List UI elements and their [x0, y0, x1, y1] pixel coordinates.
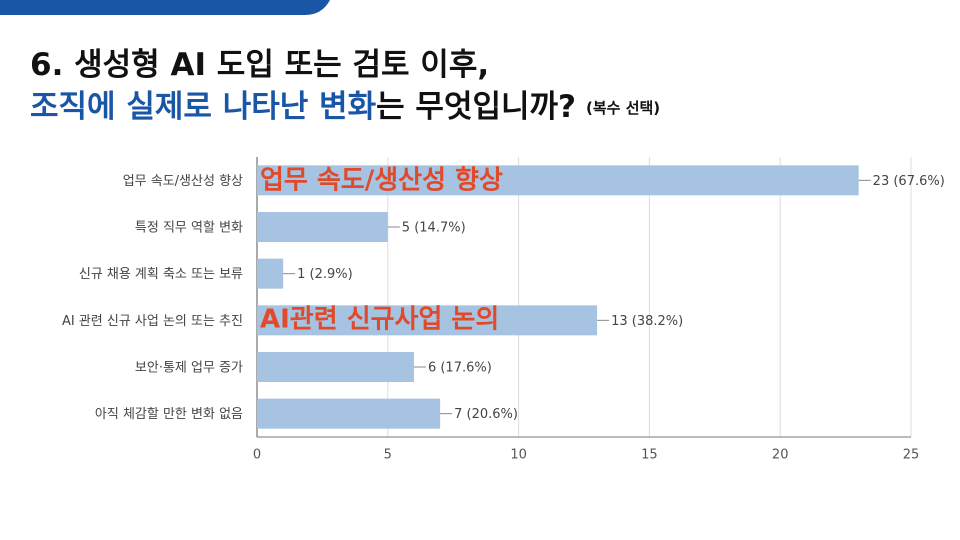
y-tick-label: AI 관련 신규 사업 논의 또는 추진 — [62, 314, 243, 329]
title-line-1: 6. 생성형 AI 도입 또는 검토 이후, — [30, 47, 489, 83]
note: (복수 선택) — [586, 99, 660, 117]
header-tab — [0, 0, 330, 15]
x-tick-label: 15 — [641, 448, 658, 463]
value-label: 1 (2.9%) — [297, 267, 353, 282]
annotation: AI관련 신규사업 논의 — [260, 305, 499, 335]
value-label: 5 (14.7%) — [402, 221, 466, 236]
y-tick-label: 보안·통제 업무 증가 — [135, 361, 243, 376]
title-line-2: 조직에 실제로 나타난 변화는 무엇입니까? (복수 선택) — [30, 89, 660, 125]
value-label: 23 (67.6%) — [873, 174, 945, 189]
title: 6. 생성형 AI 도입 또는 검토 이후, — [30, 47, 489, 83]
annotation: 업무 속도/생산성 향상 — [260, 166, 503, 196]
x-tick-label: 0 — [253, 448, 261, 463]
bar — [257, 212, 388, 242]
bar — [257, 165, 859, 196]
x-tick-label: 5 — [384, 448, 392, 463]
x-tick-label: 20 — [772, 448, 789, 463]
bar — [257, 258, 284, 289]
bar — [257, 352, 414, 382]
title-highlight: 조직에 실제로 나타난 변화 — [30, 89, 377, 125]
x-tick-label: 10 — [510, 448, 527, 463]
y-tick-label: 업무 속도/생산성 향상 — [123, 174, 243, 189]
value-label: 7 (20.6%) — [454, 407, 518, 422]
title-rest: 는 무엇입니까? — [376, 89, 576, 125]
bar — [257, 305, 598, 336]
y-tick-label: 신규 채용 계획 축소 또는 보류 — [79, 267, 243, 282]
bar — [257, 398, 441, 429]
plot: 0 5 10 15 20 25 업무 속도/생산성 향상 23 (67.6%) 특정 직무 역할… — [62, 157, 945, 463]
value-label: 13 (38.2%) — [611, 314, 683, 329]
x-tick-label: 25 — [903, 448, 920, 463]
y-tick-label: 아직 체감할 만한 변화 없음 — [95, 407, 243, 422]
value-label: 6 (17.6%) — [428, 361, 492, 376]
y-tick-label: 특정 직무 역할 변화 — [135, 221, 243, 236]
